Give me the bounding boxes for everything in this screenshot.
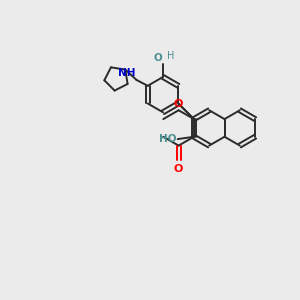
Text: HO: HO — [159, 134, 176, 144]
Text: H: H — [167, 51, 174, 62]
Text: NH: NH — [118, 68, 135, 78]
Text: O: O — [153, 53, 162, 63]
Text: O: O — [174, 164, 183, 173]
Text: O: O — [174, 99, 183, 109]
